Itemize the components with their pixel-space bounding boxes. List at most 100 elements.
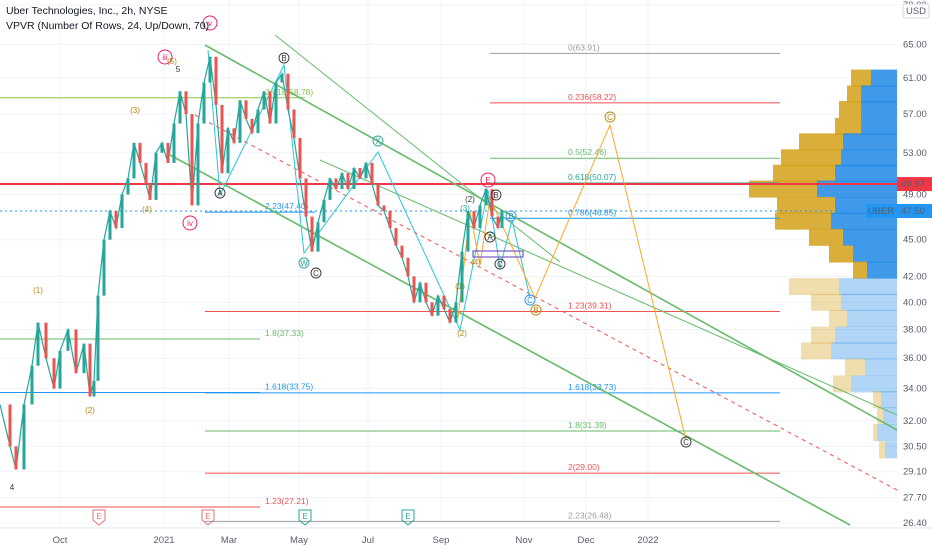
fib-level-label: 0.236(58.22) [568,92,616,102]
fib-level-label: 1.8(37.33) [265,328,304,338]
wave-label: B [493,191,498,200]
price-tick-label: 65.00 [903,39,927,50]
candle [334,178,338,190]
earnings-label: E [405,512,410,521]
candle [256,109,260,134]
candle [298,137,302,179]
wave-label: (5) [167,57,177,66]
wave-label: A [217,189,223,198]
candle [108,210,112,240]
wave-label-circle [530,304,542,316]
last-price-value: 47.50 [901,206,925,217]
candle [448,308,452,323]
candle [102,239,106,296]
candle [154,152,158,200]
wave-label: B [533,306,538,315]
fib-level-label: 0.5(52.46) [568,147,607,157]
vpvr-down-bar [835,164,897,182]
candle [484,189,488,206]
candle [92,380,96,397]
candle [424,282,428,303]
wave-label-circle [494,258,506,270]
time-tick-label: Oct [53,535,68,546]
fib-level-label: 1.23(27.21) [265,496,309,506]
trend-drawings [169,34,898,526]
candle [114,210,118,229]
time-tick-label: May [290,535,308,546]
candle [466,210,470,252]
candle [244,100,248,119]
price-tick-label: 29.10 [903,466,927,477]
candle [8,404,12,447]
currency-box [902,3,930,19]
candle [58,350,62,389]
price-series [0,56,504,470]
candle [322,199,326,223]
vpvr-up-bar [835,117,861,135]
vpvr-down-bar [865,358,897,376]
candle [310,216,314,252]
candle [82,343,86,374]
candle [496,216,500,229]
candle [52,358,56,389]
price-line [0,56,503,470]
symbol-badge-label: UBER [868,206,895,217]
wave-label: iii [162,53,168,62]
candle [382,205,386,211]
vpvr-up-bar [811,293,841,311]
candle [190,114,194,206]
candle [316,222,320,252]
vpvr-down-bar [885,441,897,459]
vpvr-up-bar [877,407,883,425]
target-box [472,250,524,258]
candle [214,56,218,105]
candle [268,91,272,124]
vpvr-up-bar [789,278,839,296]
wave-label: C [527,296,533,305]
earnings-label: E [302,512,307,521]
wave-label: (2) [457,329,467,338]
price-tick-label: 26.40 [903,518,927,529]
volume-profile [749,69,897,459]
wave-label: C [607,113,613,122]
candle [166,142,170,163]
candle [460,251,464,303]
candle [232,128,236,143]
vpvr-up-bar [799,133,843,151]
candle [274,82,278,124]
indicator-title: VPVR (Number Of Rows, 24, Up/Down, 70) [6,20,210,32]
candle [262,91,266,110]
candle [220,104,224,174]
candle [96,295,100,381]
vpvr-up-bar [811,326,835,344]
candle [66,329,70,351]
time-tick-label: Mar [221,535,237,546]
wave-label-circle [202,15,218,31]
wave-label: A [487,233,493,242]
candle [132,142,136,179]
candle [412,276,416,303]
price-axis: 70.0065.0061.0057.0053.0049.0045.0042.00… [866,0,932,550]
earnings-label: E [205,512,210,521]
vpvr-up-bar [775,212,831,230]
fib-level-label: 2.23(26.48) [568,510,612,520]
price-tick-label: 53.00 [903,148,927,159]
candle [500,210,504,229]
candle [120,194,124,229]
fib-level-label: 2(29.00) [568,462,600,472]
vpvr-up-bar [839,100,861,118]
time-tick-label: Dec [578,535,595,546]
symbol-badge [866,203,897,218]
price-tick-label: 49.00 [903,189,927,200]
vpvr-down-bar [881,391,897,409]
vpvr-up-bar [873,424,877,442]
candle [328,178,332,200]
wave-label-circle [278,52,290,64]
price-tick-label: 36.00 [903,353,927,364]
trend-line [319,159,898,416]
wave-path [457,123,687,441]
candle [126,178,130,195]
